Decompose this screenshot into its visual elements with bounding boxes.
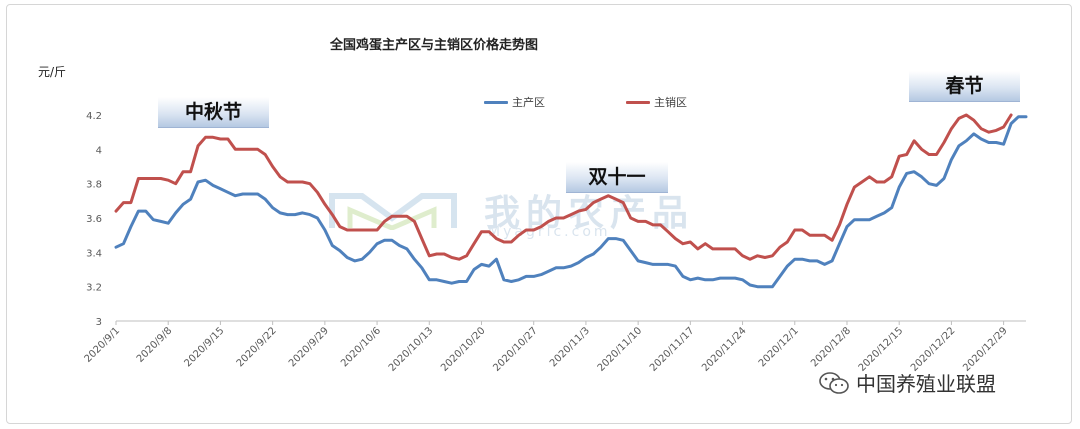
series-line-sales xyxy=(114,113,1013,261)
legend-item-production: 主产区 xyxy=(484,94,545,110)
x-tick-label: 2020/9/1 xyxy=(83,325,123,365)
x-tick-label: 2020/9/15 xyxy=(183,325,227,369)
annotation-mid-autumn: 中秋节 xyxy=(158,97,269,128)
x-tick-label: 2020/11/10 xyxy=(596,325,645,374)
brand-footer: 中国养殖业联盟 xyxy=(818,368,996,397)
x-tick-label: 2020/12/8 xyxy=(809,325,853,369)
x-tick-label: 2020/11/17 xyxy=(648,325,697,374)
x-tick-label: 2020/12/15 xyxy=(857,325,906,374)
wechat-icon xyxy=(819,371,849,394)
legend-item-sales: 主销区 xyxy=(626,94,687,110)
x-tick-label: 2020/11/3 xyxy=(548,325,592,369)
annotation-double-eleven: 双十一 xyxy=(566,162,668,193)
y-tick-label: 4.2 xyxy=(86,111,102,122)
y-tick-label: 4 xyxy=(96,145,102,156)
annotation-spring-festival: 春节 xyxy=(909,71,1020,102)
x-tick-label: 2020/10/13 xyxy=(387,325,436,374)
chart-title: 全国鸡蛋主产区与主销区价格走势图 xyxy=(330,38,539,53)
watermark-text: 我的农产品 xyxy=(484,193,695,234)
legend-swatch-production xyxy=(484,100,508,104)
x-tick-label: 2020/10/20 xyxy=(439,325,488,374)
y-tick-label: 3 xyxy=(96,317,102,328)
brand-text: 中国养殖业联盟 xyxy=(856,372,996,396)
x-tick-label: 2020/9/22 xyxy=(235,325,279,369)
y-tick-label: 3.6 xyxy=(86,214,102,225)
x-tick-label: 2020/9/8 xyxy=(135,325,175,365)
series-line-production xyxy=(114,115,1028,289)
x-tick-label: 2020/11/24 xyxy=(700,325,749,374)
y-axis-unit: 元/斤 xyxy=(38,65,67,79)
y-tick-label: 3.4 xyxy=(86,248,102,259)
watermark: 我的农产品 Myagric.com xyxy=(328,188,798,240)
x-tick-label: 2020/10/27 xyxy=(491,325,540,374)
x-tick-label: 2020/12/1 xyxy=(757,325,801,369)
legend-swatch-sales xyxy=(626,100,650,104)
x-tick-label: 2020/12/29 xyxy=(961,325,1010,374)
legend-label-sales: 主销区 xyxy=(654,96,687,109)
chart-lines xyxy=(114,113,1028,289)
legend-label-production: 主产区 xyxy=(512,96,545,109)
x-tick-label: 2020/9/29 xyxy=(287,325,331,369)
y-tick-label: 3.8 xyxy=(86,180,102,191)
y-tick-label: 3.2 xyxy=(86,283,102,294)
x-tick-label: 2020/12/22 xyxy=(909,325,958,374)
x-tick-label: 2020/10/6 xyxy=(339,325,383,369)
chart-frame xyxy=(6,4,1072,424)
